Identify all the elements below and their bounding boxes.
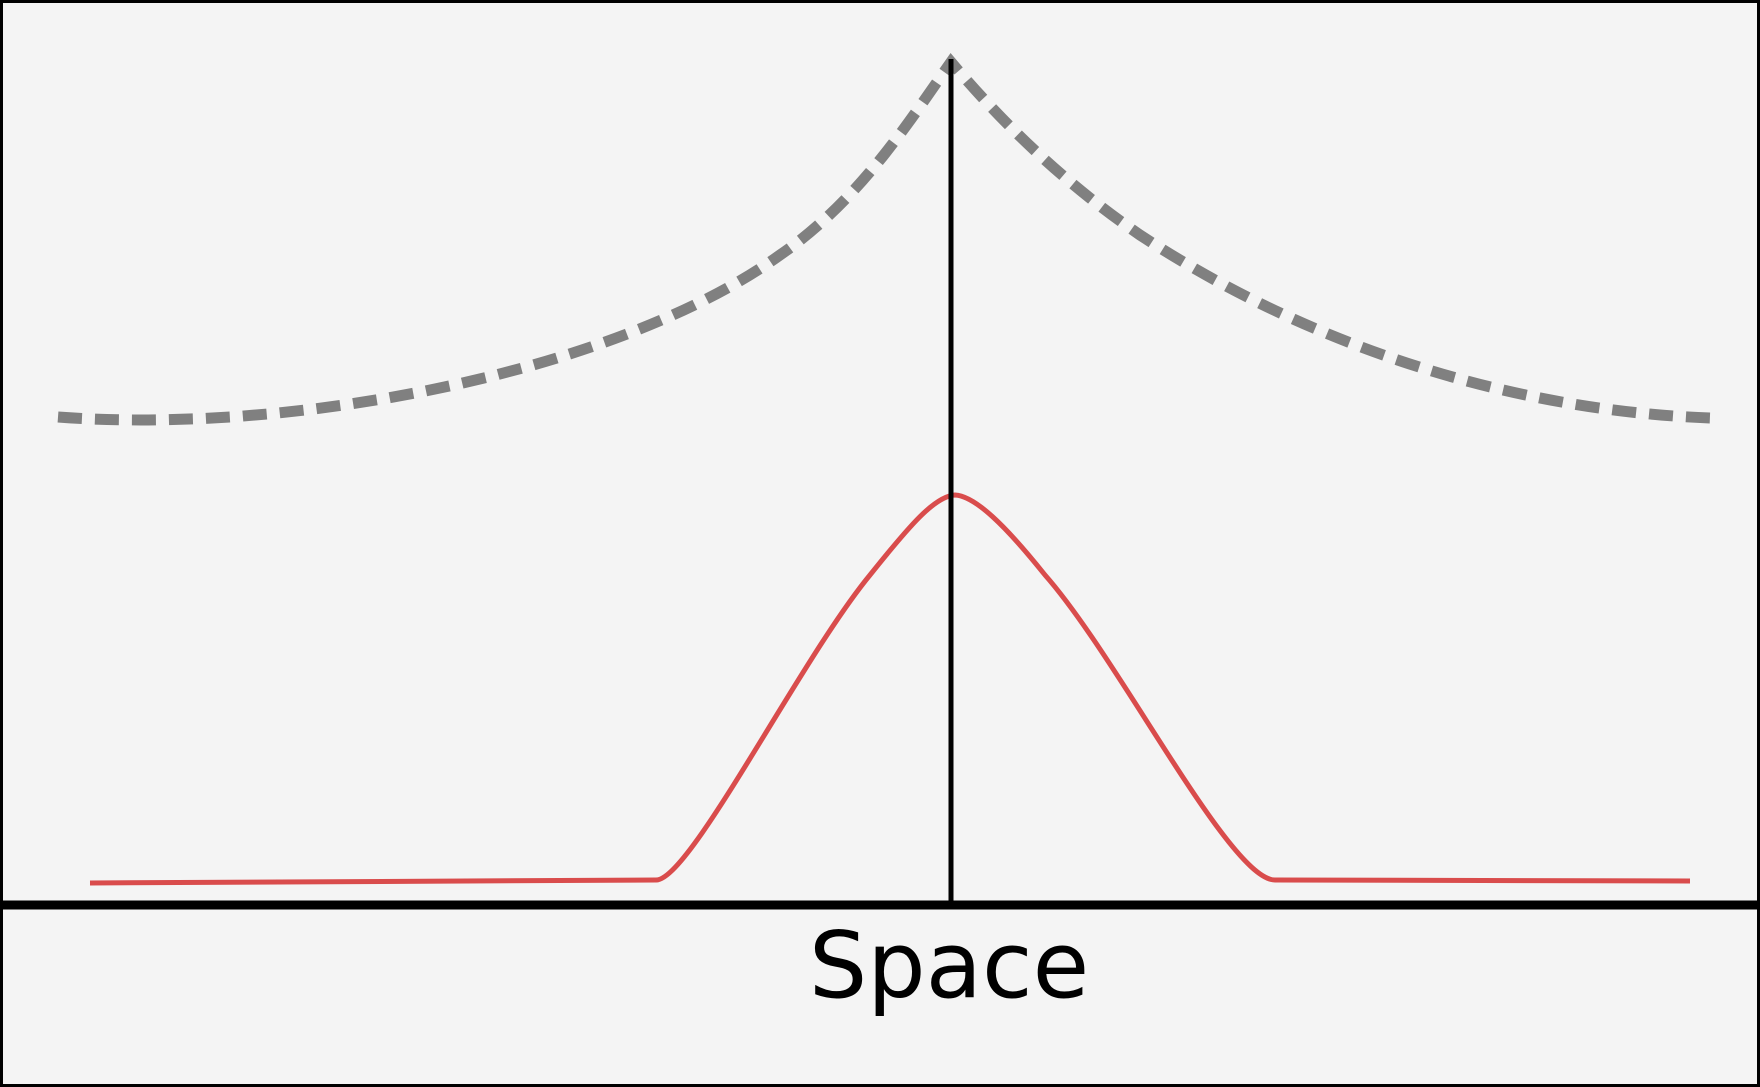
dashed-cusp-curve xyxy=(57,53,1711,426)
red-bump-curve xyxy=(89,492,1691,886)
axis-label: Space xyxy=(809,912,1089,1019)
